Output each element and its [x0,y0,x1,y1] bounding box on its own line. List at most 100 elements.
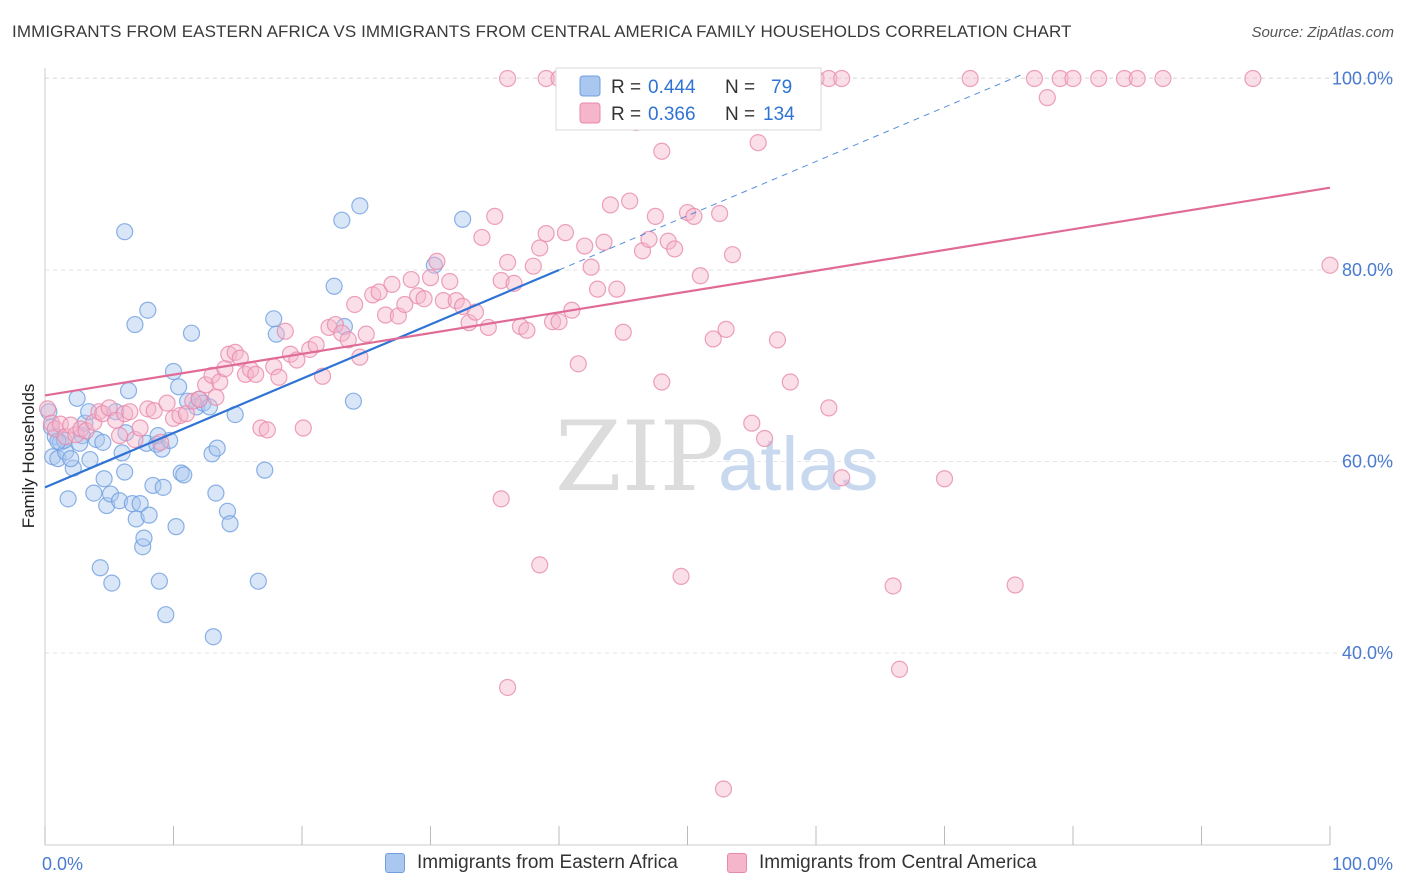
point-s1-119 [755,429,774,448]
point-s1-135 [1025,69,1044,88]
point-s1-86 [550,313,568,331]
point-s0-60 [207,484,225,502]
trend-line-eastern-africa [44,268,560,489]
legend-r-value-1: 0.444 [648,77,696,98]
point-s1-149 [714,780,733,798]
point-s1-93 [595,233,613,251]
point-s1-27 [190,390,208,408]
point-s1-110 [717,320,735,338]
legend-r-label-1: R = [611,77,641,98]
trend-lines [44,74,1331,489]
point-s1-20 [145,402,163,420]
point-s1-0 [38,400,57,418]
point-s0-66 [256,461,274,479]
legend-r-value-2: 0.366 [648,104,696,125]
point-s1-82 [524,257,542,275]
axes [44,68,1331,846]
point-s0-40 [150,572,168,590]
point-s0-51 [182,324,201,342]
point-s1-113 [749,134,767,152]
point-s0-18 [91,559,109,577]
point-s1-106 [685,207,703,225]
point-s1-120 [768,331,787,349]
point-s1-43 [276,322,294,340]
chart-title: IMMIGRANTS FROM EASTERN AFRICA VS IMMIGR… [12,22,1072,41]
y-tick-label-2: 80.0% [1342,260,1393,280]
point-s1-22 [158,394,176,412]
point-s1-144 [1154,69,1172,88]
point-s0-73 [351,197,369,215]
point-s0-42 [154,478,172,496]
point-s0-16 [85,484,103,502]
point-s1-62 [396,295,414,314]
point-s1-152 [1006,576,1024,594]
point-s1-89 [569,355,587,373]
tick-labels: 40.0% 60.0% 80.0% 100.0% 0.0% 100.0% [42,69,1393,875]
legend-n-label-1: N = [725,77,755,98]
point-s1-101 [646,207,664,225]
point-s0-33 [134,538,152,556]
y-tick-label-3: 100.0% [1332,69,1393,89]
point-s1-148 [672,567,690,586]
bottom-legend-item-eastern-africa: Immigrants from Eastern Africa [385,852,678,874]
point-s1-123 [833,469,851,487]
point-s0-61 [208,439,226,457]
point-s1-146 [531,556,549,574]
point-s1-5 [62,416,80,434]
point-s1-83 [531,239,549,257]
point-s1-40 [258,421,276,439]
point-s1-19 [139,400,157,418]
point-s0-75 [454,210,472,228]
point-s1-96 [614,323,632,341]
point-s1-38 [247,365,265,383]
point-s0-21 [101,485,120,503]
point-s0-70 [333,211,351,229]
point-s1-32 [216,360,234,378]
point-s0-55 [116,223,134,241]
point-s1-150 [890,660,909,678]
point-s1-68 [434,292,452,310]
point-s1-52 [333,324,351,342]
point-s1-54 [346,295,364,314]
point-s1-108 [704,330,722,348]
point-s1-118 [833,69,851,88]
point-s0-10 [62,450,80,468]
point-s1-151 [935,470,954,488]
legend-n-value-2: 134 [763,104,795,125]
point-s1-134 [961,69,979,88]
point-s1-142 [1115,69,1134,88]
point-s1-24 [171,406,189,425]
point-s1-51 [326,315,345,334]
bottom-legend-label-eastern-africa: Immigrants from Eastern Africa [417,852,678,873]
point-s0-48 [172,464,190,482]
point-s0-32 [126,315,144,334]
point-s0-65 [249,572,267,590]
watermark-atlas: atlas [718,422,879,507]
trend-line-eastern-africa-extension [558,74,1022,271]
point-s0-78 [94,433,112,451]
point-s1-91 [582,258,600,276]
point-s0-8 [59,490,77,508]
legend-r-label-2: R = [611,104,641,125]
point-s1-121 [781,373,799,391]
point-s1-112 [743,414,761,432]
point-s1-136 [1038,89,1056,107]
point-s1-138 [1064,69,1082,88]
point-s0-23 [103,574,121,592]
point-s0-37 [144,476,162,495]
point-s1-46 [294,419,312,437]
x-tick-label-0: 0.0% [42,854,83,874]
point-s1-30 [207,388,225,406]
point-s1-140 [1321,256,1339,274]
point-s1-94 [601,196,620,214]
point-s0-11 [68,389,86,407]
point-s1-78 [499,253,517,271]
point-s1-56 [357,325,375,343]
point-s1-77 [492,271,510,290]
bottom-legend-swatch-pink [727,853,747,873]
source-label: Source: ZipAtlas.com [1251,24,1394,41]
legend-n-label-2: N = [725,104,755,125]
point-s1-124 [884,577,902,595]
trend-line-central-america [44,186,1331,397]
